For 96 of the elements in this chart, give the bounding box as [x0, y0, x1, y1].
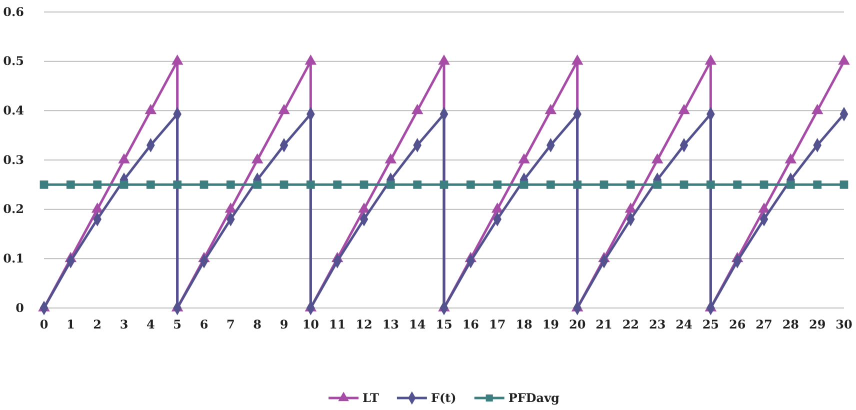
point	[811, 104, 824, 114]
point	[600, 180, 608, 189]
point	[333, 180, 342, 189]
y-tick-label: 0.5	[3, 54, 24, 68]
point	[786, 180, 795, 189]
point	[91, 202, 104, 213]
point	[838, 54, 850, 65]
y-tick-label: 0.2	[3, 202, 24, 216]
point	[93, 180, 102, 189]
point	[546, 180, 555, 189]
x-tick-label: 3	[120, 318, 128, 332]
point	[493, 180, 502, 189]
point	[173, 180, 182, 189]
x-tick-label: 29	[808, 318, 826, 332]
x-tick-label: 22	[622, 318, 640, 332]
x-tick-label: 24	[676, 318, 692, 332]
x-tick-label: 16	[462, 318, 480, 332]
point	[571, 54, 584, 65]
y-tick-label: 0.3	[3, 152, 24, 167]
point	[544, 104, 557, 114]
x-tick-label: 23	[648, 318, 666, 332]
point	[146, 180, 155, 189]
x-tick-label: 6	[200, 318, 208, 332]
x-tick-label: 0	[40, 318, 48, 332]
point	[386, 180, 395, 189]
x-tick-label: 8	[253, 318, 262, 332]
x-tick-label: 19	[542, 318, 560, 332]
x-tick-label: 12	[356, 318, 372, 332]
point	[66, 180, 75, 189]
x-tick-label: 14	[408, 318, 426, 332]
point	[758, 202, 770, 213]
point	[171, 54, 184, 65]
x-tick-label: 9	[280, 318, 288, 332]
x-tick-label: 10	[302, 318, 320, 332]
point	[624, 202, 637, 213]
point	[653, 180, 662, 189]
point	[411, 104, 424, 114]
point	[360, 180, 368, 189]
point	[40, 180, 48, 189]
point	[200, 180, 208, 189]
point	[651, 153, 664, 164]
point	[280, 180, 288, 189]
point	[253, 180, 262, 189]
x-tick-label: 2	[93, 318, 102, 332]
point	[358, 202, 370, 213]
point	[784, 153, 797, 164]
point	[491, 202, 504, 213]
x-tick-label: 30	[836, 318, 852, 332]
x-tick-label: 18	[516, 318, 532, 332]
point	[118, 153, 130, 164]
x-tick-label: 5	[173, 318, 182, 332]
point	[224, 202, 237, 213]
y-tick-label: 0	[16, 300, 24, 315]
point	[413, 180, 422, 189]
point	[251, 153, 264, 164]
y-tick-label: 0.6	[3, 4, 24, 19]
x-tick-label: 20	[568, 318, 586, 332]
point	[840, 180, 848, 189]
legend-label: LT	[362, 391, 380, 406]
point	[760, 180, 768, 189]
x-tick-label: 21	[596, 318, 612, 332]
point	[813, 180, 822, 189]
point	[226, 180, 235, 189]
legend-label: PFDavg	[508, 391, 560, 406]
y-tick-label: 0.4	[3, 104, 24, 118]
y-tick-label: 0.1	[3, 252, 24, 266]
x-tick-label: 1	[66, 318, 75, 332]
point	[680, 180, 688, 189]
x-tick-label: 15	[436, 318, 452, 332]
point	[120, 180, 128, 189]
legend-label: F(t)	[430, 391, 456, 406]
point	[144, 104, 157, 114]
point	[384, 153, 397, 164]
point	[573, 180, 582, 189]
x-tick-label: 28	[782, 318, 800, 332]
point	[438, 54, 450, 65]
x-tick-label: 17	[488, 318, 506, 332]
point	[626, 180, 635, 189]
point	[520, 180, 528, 189]
x-tick-label: 4	[146, 318, 155, 332]
x-tick-label: 7	[226, 318, 235, 332]
x-tick-label: 27	[756, 318, 772, 332]
point	[678, 104, 690, 114]
point	[466, 180, 475, 189]
x-tick-label: 26	[728, 318, 746, 332]
x-tick-label: 13	[382, 318, 400, 332]
point	[278, 104, 290, 114]
x-tick-label: 11	[328, 318, 346, 332]
x-tick-label: 25	[702, 318, 720, 332]
point	[304, 54, 317, 65]
point	[704, 54, 717, 65]
point	[518, 153, 530, 164]
point	[706, 180, 715, 189]
point	[733, 180, 742, 189]
point	[306, 180, 315, 189]
point	[440, 180, 448, 189]
